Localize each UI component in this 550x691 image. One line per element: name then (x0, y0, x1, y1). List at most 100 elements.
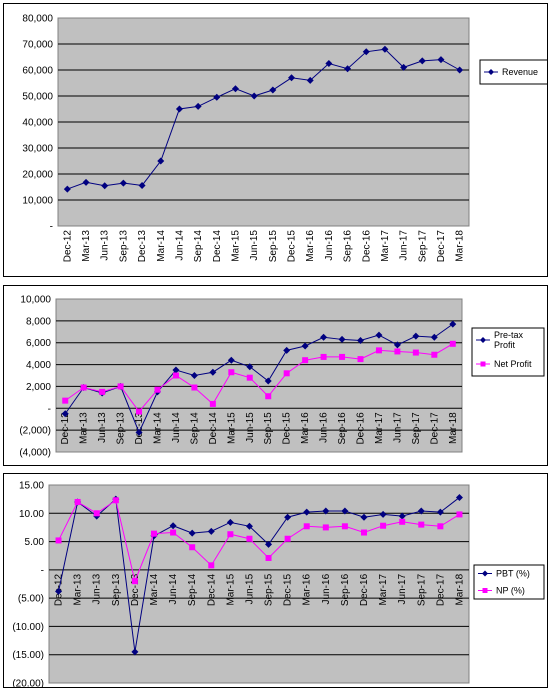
x-tick-label: Sep-15 (268, 230, 279, 263)
x-tick-label: Dec-12 (62, 230, 73, 263)
data-point-square (357, 356, 364, 363)
x-tick-label: Mar-13 (81, 230, 92, 262)
x-tick-label: Jun-17 (399, 230, 410, 261)
x-tick-label: Jun-14 (171, 412, 182, 443)
y-tick-label: 2,000 (26, 382, 51, 393)
data-point-square (112, 497, 119, 504)
data-point-square (320, 353, 327, 360)
data-point-diamond (375, 331, 383, 339)
data-point-diamond (436, 508, 444, 516)
data-point-diamond (226, 518, 234, 526)
legend-box (473, 564, 545, 600)
data-point-diamond (306, 76, 314, 84)
data-point-diamond (264, 377, 272, 385)
margin-chart-panel: 15.00 10.00 5.00 - (5.00) (10.00) (15.00) (20.0… (3, 473, 548, 688)
data-point-square (341, 523, 348, 530)
y-tick-label: (4,000) (19, 448, 51, 459)
data-point-diamond (190, 372, 198, 379)
data-point-diamond (283, 346, 291, 354)
data-point-square (284, 535, 291, 542)
y-tick-label: 40,000 (22, 118, 53, 129)
x-tick-label: Dec-13 (137, 230, 148, 263)
x-tick-label: Sep-16 (343, 230, 354, 263)
data-point-diamond (82, 178, 90, 186)
data-point-square (154, 386, 161, 393)
x-tick-label: Dec-15 (282, 412, 293, 445)
data-point-square (303, 523, 310, 530)
x-tick-label: Mar-15 (230, 230, 241, 262)
data-point-diamond (63, 185, 71, 193)
y-tick-label: 6,000 (26, 338, 51, 349)
data-point-diamond (246, 363, 254, 371)
x-tick-label: Mar-17 (378, 573, 389, 605)
x-tick-label: Jun-14 (174, 230, 185, 261)
data-point-diamond (245, 522, 253, 530)
x-tick-label: Dec-13 (130, 573, 141, 606)
y-tick-label: (2,000) (19, 426, 51, 437)
x-tick-label: Dec-12 (60, 412, 71, 445)
x-tick-label: Dec-16 (361, 230, 372, 263)
legend-label: Pre-tax Profit (494, 330, 524, 350)
data-point-square (228, 369, 235, 376)
data-point-square (209, 400, 216, 407)
data-point-diamond (456, 66, 464, 74)
data-point-diamond (131, 648, 139, 656)
x-tick-label: Sep-15 (264, 573, 275, 606)
legend-label: Net Profit (494, 359, 532, 369)
data-point-diamond (61, 410, 69, 418)
y-tick-label: (5.00) (18, 594, 44, 605)
x-tick-label: Dec-15 (283, 573, 294, 606)
data-point-diamond (284, 513, 292, 521)
y-tick-label: 15.00 (19, 481, 44, 492)
x-tick-label: Mar-16 (300, 412, 311, 444)
x-tick-label: Sep-17 (417, 230, 428, 263)
data-point-square (375, 347, 382, 354)
data-point-diamond (288, 74, 296, 82)
x-tick-label: Sep-13 (116, 412, 127, 445)
y-tick-label: (20.00) (12, 679, 44, 688)
x-tick-label: Jun-14 (168, 573, 179, 604)
data-point-diamond (449, 320, 457, 328)
y-tick-label: 20,000 (22, 170, 53, 181)
data-point-square (191, 384, 198, 391)
x-tick-label: Mar-13 (73, 573, 84, 605)
x-tick-label: Mar-15 (225, 573, 236, 605)
data-point-diamond (231, 85, 239, 93)
x-tick-label: Sep-13 (118, 230, 129, 263)
x-tick-label: Jun-16 (319, 412, 330, 443)
x-tick-label: Dec-16 (359, 573, 370, 606)
data-point-diamond (417, 507, 425, 515)
data-point-diamond (412, 332, 420, 340)
y-tick-label: 10.00 (19, 509, 44, 520)
legend-label: NP (%) (496, 586, 525, 596)
data-point-diamond (303, 508, 311, 516)
x-tick-label: Dec-16 (356, 412, 367, 445)
data-point-square (93, 510, 100, 517)
x-tick-label: Jun-13 (97, 412, 108, 443)
data-point-square (99, 388, 106, 395)
data-point-diamond (393, 341, 401, 349)
data-point-square (302, 357, 309, 364)
data-point-square (117, 383, 124, 390)
legend-marker-diamond (488, 69, 494, 75)
x-tick-label: Jun-16 (321, 573, 332, 604)
x-tick-label: Dec-13 (134, 412, 145, 445)
profit-chart-panel: 10,000 8,000 6,000 4,000 2,000 - (2,000) (4,000… (3, 285, 548, 466)
x-tick-label: Mar-17 (374, 412, 385, 444)
x-tick-label: Sep-17 (416, 573, 427, 606)
x-tick-label: Dec-17 (429, 412, 440, 445)
data-point-square (449, 340, 456, 347)
y-tick-label: (10.00) (12, 622, 44, 633)
data-point-square (431, 351, 438, 358)
series-line (58, 499, 460, 583)
data-point-diamond (301, 342, 309, 350)
data-point-diamond (188, 529, 196, 537)
data-point-diamond (250, 92, 258, 100)
data-point-square (399, 518, 406, 525)
data-point-square (136, 408, 143, 415)
data-point-diamond (169, 522, 177, 530)
x-tick-label: Sep-16 (340, 573, 351, 606)
data-point-diamond (227, 356, 235, 364)
series-line (64, 323, 454, 434)
data-point-square (246, 535, 253, 542)
